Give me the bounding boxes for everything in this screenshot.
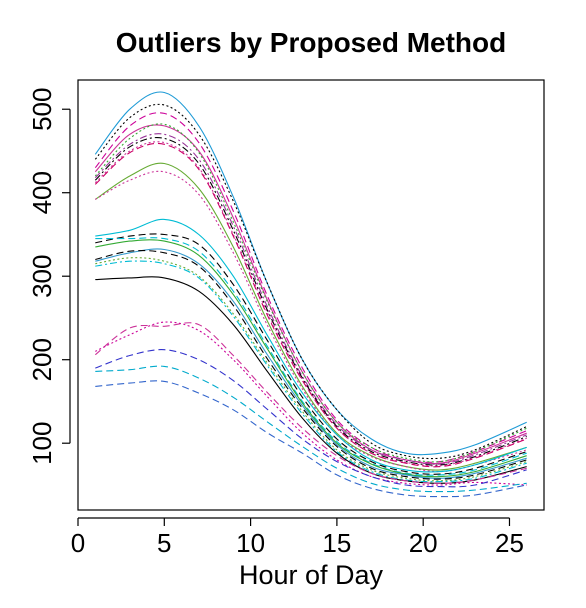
series-line-3 <box>94 112 527 463</box>
series-line-10 <box>94 162 527 471</box>
chart-title: Outliers by Proposed Method <box>116 27 506 58</box>
y-tick-label: 200 <box>27 338 57 381</box>
series-group <box>94 91 527 498</box>
x-axis: 0 5 10 15 20 25 <box>71 517 524 558</box>
y-tick-label: 100 <box>27 422 57 465</box>
x-tick-label: 15 <box>322 528 351 558</box>
series-line-20 <box>95 276 527 484</box>
x-tick-label: 0 <box>71 528 85 558</box>
series-line-24 <box>95 365 527 493</box>
x-tick-label: 25 <box>495 528 524 558</box>
series-line-11 <box>95 170 527 473</box>
series-line-8 <box>94 141 527 467</box>
series-line-18 <box>95 257 527 482</box>
series-line-9 <box>94 142 527 468</box>
series-line-2 <box>94 103 527 460</box>
series-line-13 <box>95 233 527 475</box>
series-line-22 <box>95 321 527 486</box>
x-tick-label: 10 <box>236 528 265 558</box>
series-line-17 <box>95 250 527 480</box>
series-line-6 <box>94 133 527 465</box>
x-axis-label: Hour of Day <box>239 560 384 590</box>
x-tick-label: 20 <box>409 528 438 558</box>
series-line-14 <box>95 237 527 476</box>
series-line-15 <box>95 239 527 478</box>
series-line-23 <box>95 349 527 488</box>
x-tick-label: 5 <box>157 528 171 558</box>
series-line-19 <box>95 260 527 483</box>
series-line-12 <box>95 218 527 473</box>
series-line-16 <box>95 248 527 479</box>
series-line-5 <box>94 123 527 463</box>
plot-area-frame <box>77 79 545 511</box>
series-line-25 <box>95 380 527 498</box>
y-tick-label: 300 <box>27 255 57 298</box>
series-line-21 <box>94 322 527 484</box>
y-axis: 100 200 300 400 500 <box>27 88 71 465</box>
y-tick-label: 400 <box>27 171 57 214</box>
y-tick-label: 500 <box>27 88 57 131</box>
